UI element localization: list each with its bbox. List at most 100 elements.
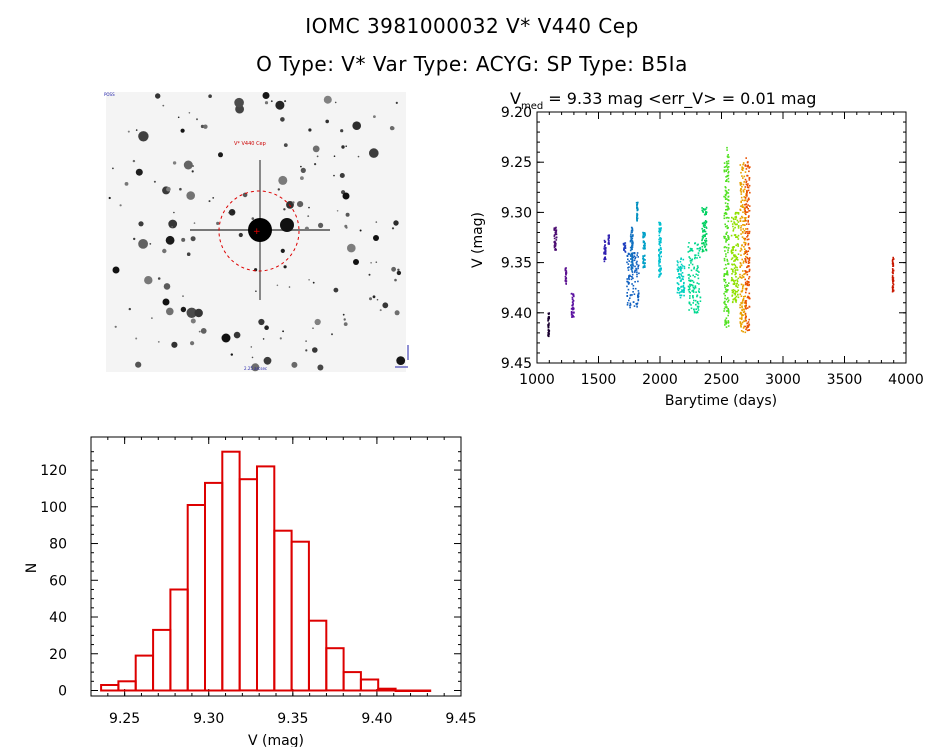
sky-star — [182, 295, 184, 297]
light-curve-point — [732, 225, 734, 228]
light-curve-point — [745, 291, 747, 294]
light-curve-point — [742, 260, 745, 263]
light-curve-point — [572, 300, 575, 302]
light-curve-point — [746, 284, 749, 287]
light-curve-point — [747, 281, 749, 284]
sky-star — [368, 273, 371, 276]
light-curve-point — [741, 167, 744, 170]
light-curve-point — [689, 283, 691, 286]
light-curve-point — [680, 263, 683, 266]
light-curve-point — [723, 166, 726, 168]
light-curve-point — [744, 164, 746, 167]
light-curve-point — [705, 227, 708, 229]
light-curve-point — [725, 285, 728, 287]
light-curve-point — [642, 260, 645, 262]
light-curve-point — [724, 212, 727, 215]
light-curve-point — [748, 198, 750, 201]
light-curve-point — [744, 312, 747, 315]
light-curve-point — [733, 218, 735, 221]
light-curve-point — [658, 257, 661, 259]
light-curve-point — [631, 242, 633, 245]
light-curve-point — [725, 198, 728, 200]
light-curve-point — [553, 241, 556, 243]
histogram-panel: 9.25 9.30 9.35 9.40 9.45 0 20 40 60 80 100 120 V (m… — [24, 436, 477, 747]
light-curve-point — [689, 291, 691, 294]
light-curve-point — [725, 186, 727, 189]
light-curve-point — [739, 209, 742, 211]
light-curve-point — [726, 239, 728, 241]
light-curve-point — [631, 246, 633, 249]
light-curve-point — [573, 307, 575, 310]
light-curve-point — [553, 243, 556, 245]
light-curve-point — [744, 224, 746, 226]
histogram-bar — [411, 689, 432, 692]
light-curve-point — [728, 217, 730, 219]
light-curve-point — [636, 273, 638, 276]
light-curve-point — [632, 256, 635, 259]
histogram-bar — [117, 680, 137, 692]
light-curve-point — [632, 301, 635, 303]
light-curve-point — [658, 223, 661, 226]
light-curve-point — [727, 321, 730, 324]
histogram-xlabel: V (mag) — [248, 733, 304, 747]
light-curve-point — [683, 267, 686, 270]
light-curve-point — [637, 208, 639, 211]
light-curve-point — [635, 269, 638, 271]
light-curve-point — [741, 166, 743, 168]
histogram-bar — [238, 478, 258, 692]
light-curve-point — [547, 325, 549, 327]
sky-star — [340, 129, 344, 133]
sky-star — [278, 175, 288, 185]
light-curve-point — [570, 311, 573, 313]
light-curve-point — [603, 246, 606, 248]
light-curve-point — [547, 329, 550, 331]
light-curve-point — [747, 199, 749, 201]
light-curve-point — [660, 248, 662, 251]
figure-title: IOMC 3981000032 V* V440 Cep — [305, 14, 639, 38]
light-curve-point — [744, 252, 746, 254]
light-curve-point — [705, 249, 708, 252]
sky-star — [316, 155, 319, 158]
light-curve-point — [746, 200, 749, 203]
light-curve-point — [740, 295, 743, 297]
light-curve-point — [564, 275, 567, 278]
light-curve-point — [725, 310, 728, 312]
light-curve-point — [695, 308, 697, 310]
sky-star — [258, 318, 265, 326]
light-curve-point — [728, 156, 730, 158]
light-curve-point — [565, 267, 567, 269]
light-curve-point — [659, 237, 662, 239]
light-curve-point — [572, 298, 574, 301]
sky-star — [396, 270, 402, 276]
sky-corner-label: POSS — [104, 92, 115, 97]
light-curve-point — [603, 239, 606, 242]
light-curve-point — [725, 233, 728, 235]
light-curve-point — [632, 234, 634, 236]
light-curve-point — [701, 250, 704, 253]
light-curve-point — [744, 219, 747, 222]
light-curve-point — [731, 216, 733, 219]
sky-star — [166, 307, 174, 316]
light-curve-point — [682, 286, 685, 288]
light-curve-point — [636, 302, 639, 305]
light-curve-point — [701, 227, 703, 230]
sky-star — [157, 277, 161, 280]
light-curve-point — [631, 294, 633, 296]
light-curve-point — [746, 184, 749, 187]
light-curve-point — [731, 291, 734, 294]
light-curve-point — [633, 305, 636, 307]
light-curve-point — [744, 260, 747, 262]
light-curve-point — [701, 242, 703, 245]
y-tick-label: 20 — [49, 647, 67, 663]
light-curve-point — [745, 261, 747, 264]
light-curve-point — [693, 288, 696, 290]
light-curve-point — [604, 241, 606, 243]
light-curve-point — [680, 291, 682, 293]
light-curve-point — [698, 288, 700, 290]
light-curve-point — [696, 305, 699, 308]
light-curve-point — [705, 206, 708, 209]
light-curve-point — [725, 253, 727, 255]
light-curve-point — [676, 277, 679, 279]
light-curve-xlabel: Barytime (days) — [665, 393, 777, 409]
